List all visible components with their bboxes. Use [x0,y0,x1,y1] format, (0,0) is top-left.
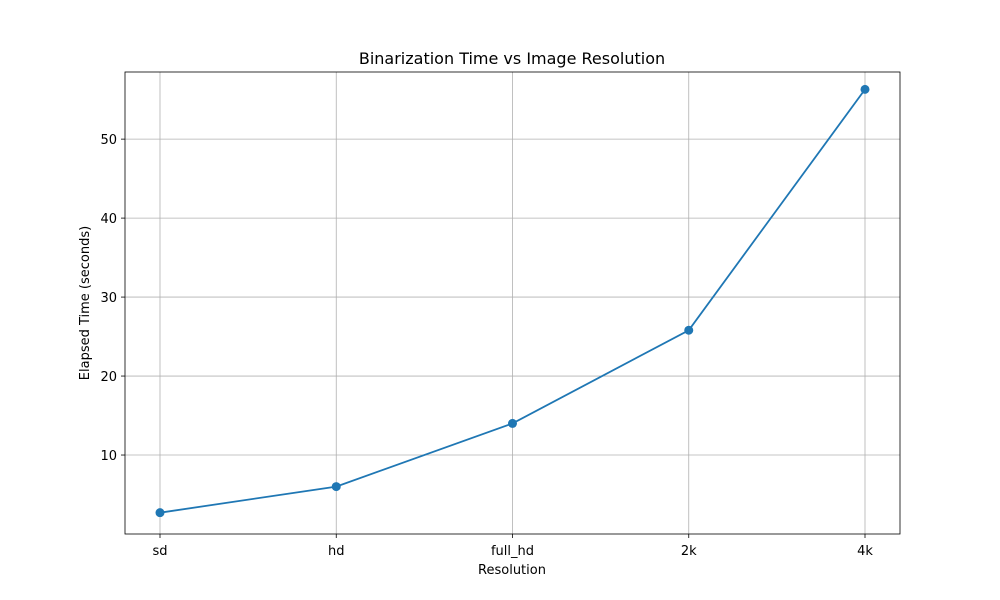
x-axis-label: Resolution [478,563,546,578]
y-tick-label: 10 [100,449,117,464]
y-tick-label: 50 [100,133,117,148]
data-point [508,418,517,428]
series-layer [155,84,870,518]
plot-frame [124,71,901,535]
y-tick-label: 20 [100,370,117,385]
axis-ticks: sd hd full_hd 2k 4k 10 20 30 40 50 [100,133,873,559]
data-point [331,482,341,492]
data-point [155,508,165,518]
x-tick-label: 2k [681,544,697,559]
x-tick-label: hd [328,544,345,559]
y-axis-label: Elapsed Time (seconds) [78,226,93,380]
y-tick-label: 40 [100,212,117,227]
grid [125,72,900,534]
chart-title: Binarization Time vs Image Resolution [359,49,665,68]
y-tick-label: 30 [100,291,117,306]
data-point [860,84,870,94]
x-tick-label: sd [152,544,167,559]
x-tick-label: full_hd [491,544,534,559]
x-tick-label: 4k [857,544,873,559]
data-point [684,325,694,335]
